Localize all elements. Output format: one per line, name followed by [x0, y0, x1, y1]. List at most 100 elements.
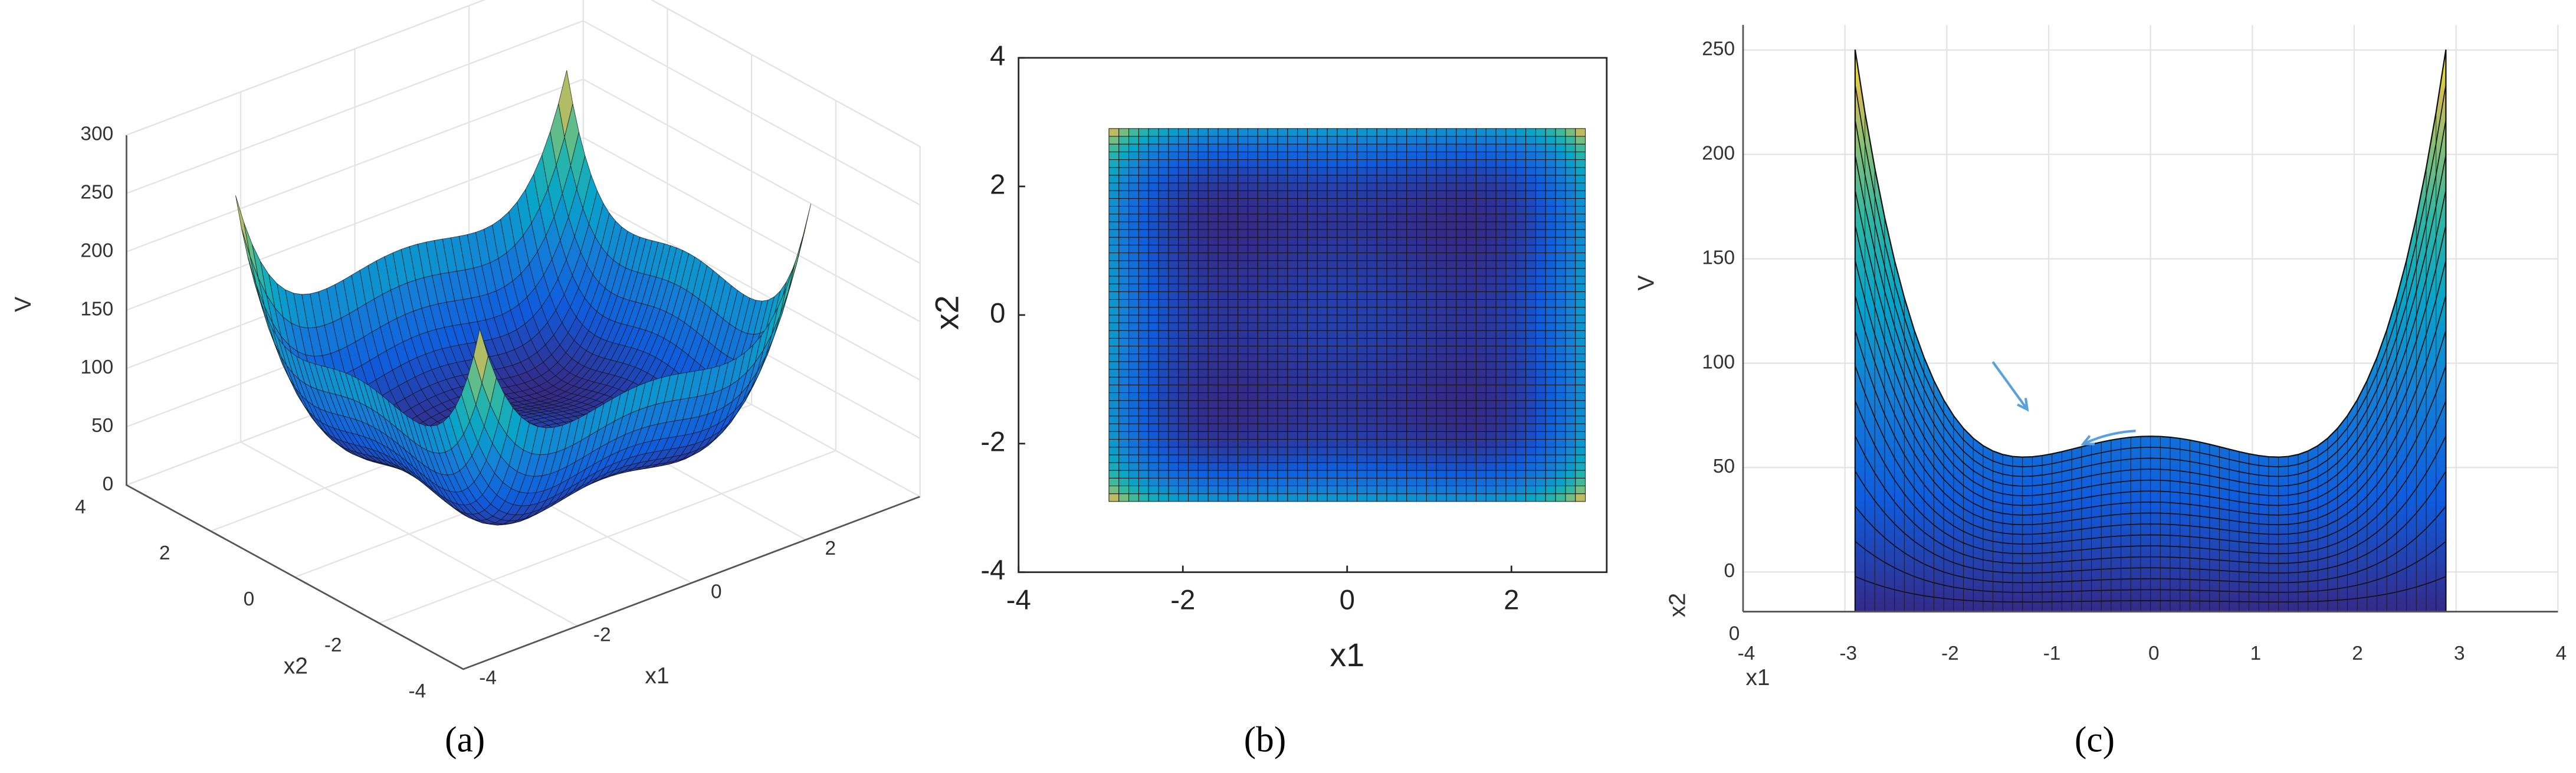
heatmap-cell: [1525, 454, 1536, 463]
heatmap-cell: [1347, 470, 1358, 479]
heatmap-cell: [1238, 376, 1248, 385]
heatmap-cell: [1406, 447, 1417, 456]
heatmap-cell: [1158, 384, 1169, 394]
heatmap-cell: [1347, 175, 1358, 184]
heatmap-cell: [1565, 447, 1576, 456]
z-axis-label: V: [11, 297, 36, 312]
heatmap-cell: [1307, 462, 1318, 471]
heatmap-cell: [1505, 384, 1517, 394]
heatmap-cell: [1197, 268, 1209, 277]
heatmap-cell: [1148, 229, 1159, 238]
heatmap-cell: [1396, 299, 1407, 308]
heatmap-cell: [1525, 315, 1536, 323]
heatmap-cell: [1257, 346, 1268, 355]
heatmap-cell: [1406, 415, 1417, 424]
heatmap-cell: [1337, 253, 1348, 261]
heatmap-cell: [1366, 307, 1377, 316]
heatmap-cell: [1555, 229, 1566, 238]
heatmap-cell: [1238, 322, 1248, 331]
heatmap-cell: [1366, 361, 1377, 370]
heatmap-cell: [1555, 143, 1566, 152]
heatmap-cell: [1555, 151, 1566, 161]
heatmap-cell: [1337, 260, 1348, 269]
heatmap-cell: [1248, 315, 1258, 323]
heatmap-cell: [1297, 322, 1308, 331]
heatmap-cell: [1366, 253, 1377, 261]
heatmap-cell: [1108, 400, 1120, 409]
heatmap-cell: [1158, 214, 1169, 222]
heatmap-cell: [1267, 477, 1278, 487]
heatmap-cell: [1257, 175, 1268, 184]
heatmap-cell: [1386, 299, 1397, 308]
heatmap-cell: [1436, 400, 1447, 409]
heatmap-cell: [1436, 136, 1447, 145]
heatmap-cell: [1317, 237, 1328, 245]
heatmap-cell: [1535, 268, 1546, 277]
heatmap-cell: [1376, 221, 1387, 230]
heatmap-cell: [1267, 291, 1278, 300]
heatmap-cell: [1505, 229, 1517, 238]
heatmap-cell: [1366, 439, 1377, 448]
heatmap-cell: [1476, 268, 1486, 277]
heatmap-cell: [1485, 477, 1497, 487]
heatmap-cell: [1287, 167, 1298, 176]
heatmap-cell: [1238, 260, 1248, 269]
heatmap-cell: [1158, 322, 1169, 331]
heatmap-cell: [1535, 229, 1546, 238]
heatmap-cell: [1485, 221, 1497, 230]
heatmap-cell: [1555, 384, 1566, 394]
heatmap-cell: [1327, 260, 1338, 269]
heatmap-cell: [1277, 392, 1288, 401]
heatmap-cell: [1485, 408, 1497, 417]
heatmap-cell: [1495, 128, 1507, 137]
heatmap-cell: [1317, 400, 1328, 409]
heatmap-cell: [1396, 237, 1407, 245]
y-tick-label: 2: [159, 542, 170, 564]
heatmap-cell: [1456, 470, 1467, 479]
heatmap-cell: [1168, 408, 1179, 417]
heatmap-cell: [1267, 190, 1278, 199]
heatmap-cell: [1446, 260, 1457, 269]
heatmap-cell: [1565, 384, 1576, 394]
z-tick-label: 300: [80, 123, 113, 145]
heatmap-cell: [1466, 307, 1476, 316]
y-axis-label: x2: [284, 654, 308, 679]
heatmap-cell: [1357, 175, 1367, 184]
heatmap-cell: [1337, 447, 1348, 456]
heatmap-cell: [1228, 276, 1239, 284]
z-tick-label: 0: [103, 473, 114, 495]
heatmap-cell: [1436, 369, 1447, 378]
heatmap-cell: [1277, 136, 1288, 145]
y-tick-label: 0: [990, 297, 1005, 329]
heatmap-cell: [1337, 128, 1348, 137]
heatmap-cell: [1307, 369, 1318, 378]
heatmap-cell: [1555, 136, 1566, 145]
heatmap-cell: [1207, 276, 1219, 284]
heatmap-cell: [1307, 346, 1318, 355]
heatmap-cell: [1466, 439, 1476, 448]
heatmap-cell: [1525, 423, 1536, 432]
heatmap-cell: [1197, 253, 1209, 261]
heatmap-cell: [1575, 384, 1586, 394]
heatmap-cell: [1347, 322, 1358, 331]
heatmap-cell: [1138, 307, 1149, 316]
heatmap-cell: [1168, 253, 1179, 261]
heatmap-cell: [1128, 376, 1139, 385]
heatmap-cell: [1108, 291, 1120, 300]
heatmap-cell: [1386, 423, 1397, 432]
heatmap-cell: [1128, 330, 1139, 339]
heatmap-cell: [1406, 493, 1417, 502]
heatmap-cell: [1565, 493, 1576, 502]
heatmap-cell: [1476, 486, 1486, 494]
heatmap-cell: [1347, 330, 1358, 339]
heatmap-cell: [1197, 159, 1209, 168]
heatmap-cell: [1426, 198, 1437, 207]
heatmap-cell: [1148, 244, 1159, 254]
heatmap-cell: [1436, 423, 1447, 432]
heatmap-cell: [1138, 392, 1149, 401]
heatmap-cell: [1446, 268, 1457, 277]
heatmap-cell: [1197, 408, 1209, 417]
heatmap-cell: [1267, 322, 1278, 331]
heatmap-cell: [1327, 143, 1338, 152]
heatmap-cell: [1485, 415, 1497, 424]
